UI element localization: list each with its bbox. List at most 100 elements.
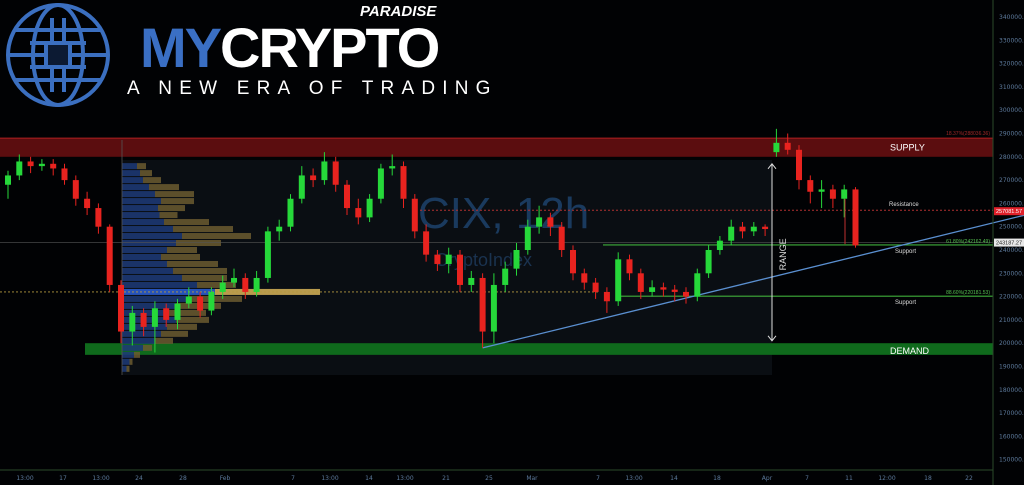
- candle-body: [163, 308, 170, 320]
- volume-profile-sell-bar: [140, 170, 152, 177]
- candle-body: [197, 296, 204, 311]
- volume-profile-sell-bar: [134, 351, 140, 358]
- time-tick-label: 13:00: [625, 475, 642, 482]
- time-tick-label: Feb: [220, 475, 231, 482]
- time-tick-label: 28: [179, 475, 187, 482]
- candle-body: [637, 273, 644, 292]
- candle-body: [151, 308, 158, 327]
- time-axis[interactable]: 13:00 17 13:00 24 28 Feb 7 13:00 14 13:00 21 25 Mar 7…: [16, 475, 973, 482]
- candle-body: [84, 198, 91, 209]
- volume-profile-buy-bar: [122, 233, 182, 240]
- volume-profile-buy-bar: [122, 316, 176, 323]
- supply-zone: [0, 138, 993, 157]
- time-tick-label: 22: [965, 475, 973, 482]
- fib-618-label: 61.80%(242162.49): [946, 239, 990, 245]
- candle-body: [310, 175, 317, 181]
- volume-profile-buy-bar: [122, 260, 167, 267]
- volume-profile-buy-bar: [122, 358, 130, 365]
- candle-body: [38, 163, 45, 167]
- price-tick-label: 250000.00: [999, 224, 1024, 231]
- price-tick-label: 270000.00: [999, 177, 1024, 184]
- candle-body: [434, 254, 441, 264]
- volume-profile-sell-bar: [126, 365, 130, 372]
- supply-label: SUPPLY: [890, 142, 925, 152]
- candle-body: [660, 287, 667, 290]
- candle-body: [694, 273, 701, 297]
- volume-profile-buy-bar: [122, 184, 149, 191]
- volume-profile-buy-bar: [122, 302, 176, 309]
- candle-body: [366, 198, 373, 218]
- candle-body: [796, 149, 802, 181]
- candle-body: [784, 142, 791, 150]
- time-tick-label: 14: [670, 475, 678, 482]
- volume-profile-sell-bar: [129, 358, 133, 365]
- volume-profile-buy-bar: [122, 351, 134, 358]
- candle-body: [219, 282, 226, 292]
- candle-body: [502, 268, 509, 285]
- candle-body: [16, 161, 23, 176]
- range-label: RANGE: [778, 238, 788, 270]
- price-tick-label: 340000.00: [999, 14, 1024, 21]
- last-price-tag: [994, 207, 1024, 216]
- price-tick-label: 330000.00: [999, 37, 1024, 44]
- time-tick-label: 17: [59, 475, 67, 482]
- candle-body: [287, 198, 294, 227]
- volume-profile-sell-bar: [167, 247, 197, 253]
- globe-chip-icon: [6, 3, 110, 107]
- volume-profile-buy-bar: [122, 191, 155, 198]
- volume-profile-buy-bar: [122, 219, 164, 226]
- candle-body: [50, 163, 57, 169]
- volume-profile-buy-bar: [122, 205, 158, 212]
- candle-body: [264, 231, 271, 278]
- candle-body: [61, 168, 68, 181]
- candle-body: [592, 282, 599, 292]
- candle-body: [332, 161, 339, 185]
- candle-body: [400, 166, 407, 199]
- candle-body: [750, 226, 757, 232]
- time-tick-label: 13:00: [16, 475, 33, 482]
- candle-body: [705, 250, 712, 274]
- time-tick-label: Apr: [762, 475, 773, 482]
- price-axis[interactable]: 340000.00 330000.00 320000.00 310000.00 3000…: [999, 14, 1024, 464]
- time-tick-label: 14: [365, 475, 373, 482]
- volume-profile-sell-bar: [173, 267, 227, 274]
- candle-body: [106, 226, 113, 285]
- candle-body: [603, 291, 610, 302]
- price-tick-label: 310000.00: [999, 84, 1024, 91]
- price-tick-label: 190000.00: [999, 364, 1024, 371]
- candle-body: [762, 226, 769, 230]
- volume-profile-sell-bar: [182, 274, 227, 281]
- volume-profile-buy-bar: [122, 253, 161, 260]
- candle-body: [558, 226, 565, 250]
- candle-body: [355, 208, 362, 218]
- price-tick-label: 300000.00: [999, 107, 1024, 114]
- volume-profile-buy-bar: [122, 295, 188, 302]
- time-tick-label: 21: [442, 475, 450, 482]
- candle-body: [411, 198, 418, 232]
- candle-body: [344, 184, 350, 209]
- candle-body: [276, 226, 283, 232]
- candle-body: [253, 277, 260, 292]
- volume-profile-sell-bar: [158, 205, 185, 212]
- crosshair-price-value: 243187.27: [996, 241, 1022, 247]
- candle-body: [818, 189, 825, 192]
- time-tick-label: 13:00: [321, 475, 338, 482]
- candle-body: [242, 277, 249, 292]
- volume-profile-sell-bar: [167, 309, 206, 316]
- candle-body: [513, 250, 520, 269]
- price-tick-label: 320000.00: [999, 61, 1024, 68]
- candle-body: [174, 303, 181, 320]
- volume-profile-buy-bar: [122, 330, 161, 337]
- time-tick-label: 13:00: [396, 475, 413, 482]
- candle-body: [773, 142, 780, 153]
- candle-body: [683, 291, 689, 297]
- candle-body: [728, 226, 735, 241]
- volume-profile-buy-bar: [122, 177, 143, 184]
- volume-profile-sell-bar: [155, 191, 194, 198]
- volume-profile-sell-bar: [215, 288, 320, 295]
- volume-profile-buy-bar: [122, 274, 182, 281]
- time-tick-label: 7: [596, 475, 600, 482]
- volume-profile-sell-bar: [197, 281, 236, 288]
- volume-profile-buy-bar: [122, 170, 140, 177]
